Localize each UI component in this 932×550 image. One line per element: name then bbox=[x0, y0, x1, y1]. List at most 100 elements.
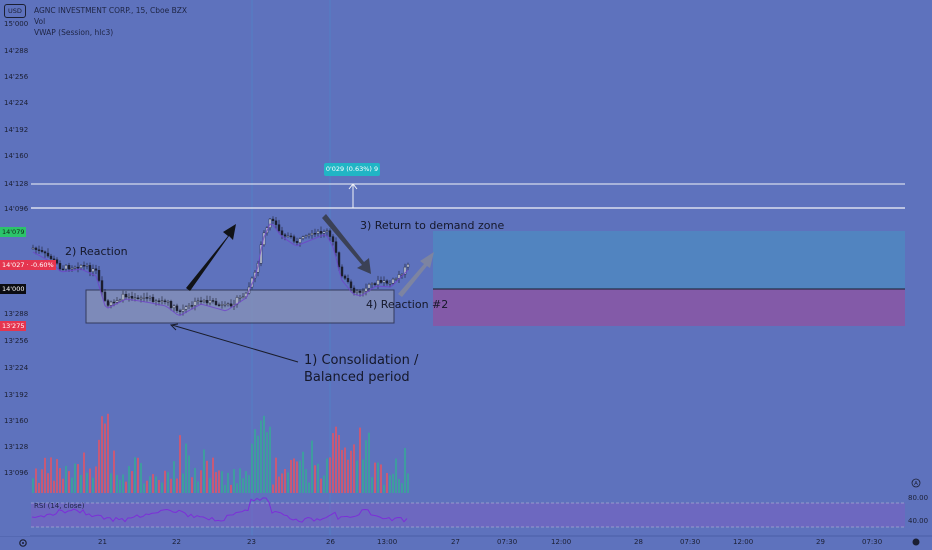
candle-body bbox=[268, 218, 272, 228]
volume-bar bbox=[341, 449, 343, 493]
volume-bar bbox=[314, 465, 316, 493]
candle-body bbox=[52, 258, 56, 261]
candle-body bbox=[238, 297, 242, 299]
time-tick: 22 bbox=[172, 538, 181, 546]
annotation-consolidation-1[interactable]: 1) Consolidation / bbox=[304, 353, 419, 368]
candle-body bbox=[94, 268, 98, 271]
candle-body bbox=[355, 290, 359, 293]
volume-bar bbox=[356, 460, 358, 493]
annotation-return[interactable]: 3) Return to demand zone bbox=[360, 219, 505, 232]
volume-bar bbox=[407, 473, 409, 493]
volume-bar bbox=[401, 483, 403, 493]
price-scale[interactable]: USD 15'000 14'288 14'256 14'224 14'192 1… bbox=[0, 0, 56, 536]
candle-body bbox=[187, 305, 191, 307]
candle-body bbox=[289, 235, 293, 238]
time-tick: 21 bbox=[98, 538, 107, 546]
volume-bar bbox=[245, 471, 247, 493]
candle-body bbox=[160, 300, 164, 302]
volume-bar bbox=[290, 459, 292, 493]
candle-body bbox=[196, 300, 200, 303]
candle-body bbox=[70, 267, 74, 270]
auto-scale-icon[interactable]: A bbox=[911, 478, 921, 488]
candle-body bbox=[208, 300, 212, 304]
volume-bar bbox=[143, 483, 145, 493]
volume-bar bbox=[281, 473, 283, 493]
rsi-legend[interactable]: RSI (14, close) bbox=[34, 502, 85, 510]
candle-body bbox=[382, 280, 386, 283]
candle-body bbox=[100, 280, 104, 293]
gear-icon[interactable] bbox=[18, 538, 28, 548]
candle-body bbox=[97, 270, 101, 281]
volume-bar bbox=[92, 477, 94, 493]
annotation-consolidation-2[interactable]: Balanced period bbox=[304, 370, 410, 385]
candle-body bbox=[316, 231, 320, 234]
candle-body bbox=[364, 287, 368, 292]
volume-bar bbox=[215, 472, 217, 493]
volume-bar bbox=[62, 478, 64, 493]
symbol-legend[interactable]: AGNC INVESTMENT CORP., 15, Cboe BZX bbox=[34, 6, 188, 15]
candle-body bbox=[376, 280, 380, 285]
price-badge-red: 14'027 · -0.60% bbox=[0, 260, 56, 270]
candle-body bbox=[103, 291, 107, 301]
candle-body bbox=[199, 300, 203, 303]
volume-bar bbox=[59, 468, 61, 493]
volume-bar bbox=[209, 478, 211, 493]
volume-legend[interactable]: Vol bbox=[34, 17, 46, 26]
time-tick: 27 bbox=[451, 538, 460, 546]
volume-bar bbox=[110, 473, 112, 493]
volume-bar bbox=[83, 452, 85, 493]
volume-bar bbox=[260, 420, 262, 493]
volume-bar bbox=[116, 474, 118, 493]
time-tick: 12:00 bbox=[733, 538, 754, 546]
annotation-reaction2[interactable]: 4) Reaction #2 bbox=[366, 298, 449, 311]
candle-body bbox=[310, 233, 314, 236]
candle-body bbox=[40, 250, 44, 252]
volume-bar bbox=[236, 483, 238, 493]
volume-bar bbox=[350, 450, 352, 493]
volume-bar bbox=[218, 470, 220, 493]
candle-body bbox=[136, 297, 140, 299]
volume-bar bbox=[368, 432, 370, 493]
currency-button[interactable]: USD bbox=[4, 4, 26, 18]
volume-bar bbox=[179, 435, 181, 493]
rsi-band bbox=[31, 503, 905, 527]
volume-bar bbox=[203, 449, 205, 493]
candle-body bbox=[361, 291, 365, 293]
volume-bar bbox=[302, 451, 304, 493]
vwap-legend[interactable]: VWAP (Session, hlc3) bbox=[34, 28, 114, 37]
volume-bar bbox=[44, 457, 46, 493]
volume-bar bbox=[185, 443, 187, 493]
volume-bar bbox=[128, 466, 130, 493]
candle-body bbox=[64, 265, 68, 270]
impulse-arrow bbox=[186, 224, 236, 291]
volume-bar bbox=[32, 478, 34, 493]
candle-body bbox=[334, 241, 338, 253]
candle-body bbox=[55, 259, 59, 264]
candle-body bbox=[295, 241, 299, 243]
volume-bar bbox=[272, 484, 274, 493]
candle-body bbox=[190, 305, 194, 307]
candle-body bbox=[307, 234, 311, 237]
candle-body bbox=[277, 224, 281, 231]
volume-bar bbox=[359, 427, 361, 493]
candle-body bbox=[151, 296, 155, 302]
candle-body bbox=[322, 231, 326, 234]
candle-body bbox=[214, 300, 218, 305]
volume-bar bbox=[200, 470, 202, 493]
volume-bar bbox=[176, 478, 178, 493]
candle-body bbox=[205, 300, 209, 304]
volume-bar bbox=[206, 460, 208, 493]
volume-bar bbox=[383, 484, 385, 493]
candle-body bbox=[34, 247, 38, 250]
volume-bar bbox=[269, 426, 271, 493]
candle-body bbox=[127, 296, 131, 298]
price-tick: 14'128 bbox=[4, 180, 29, 188]
price-tick: 15'000 bbox=[4, 20, 29, 28]
candle-body bbox=[274, 220, 278, 225]
settings-icon[interactable] bbox=[911, 537, 921, 547]
volume-bar bbox=[122, 474, 124, 493]
candle-body bbox=[118, 299, 122, 302]
annotation-reaction[interactable]: 2) Reaction bbox=[65, 245, 128, 258]
